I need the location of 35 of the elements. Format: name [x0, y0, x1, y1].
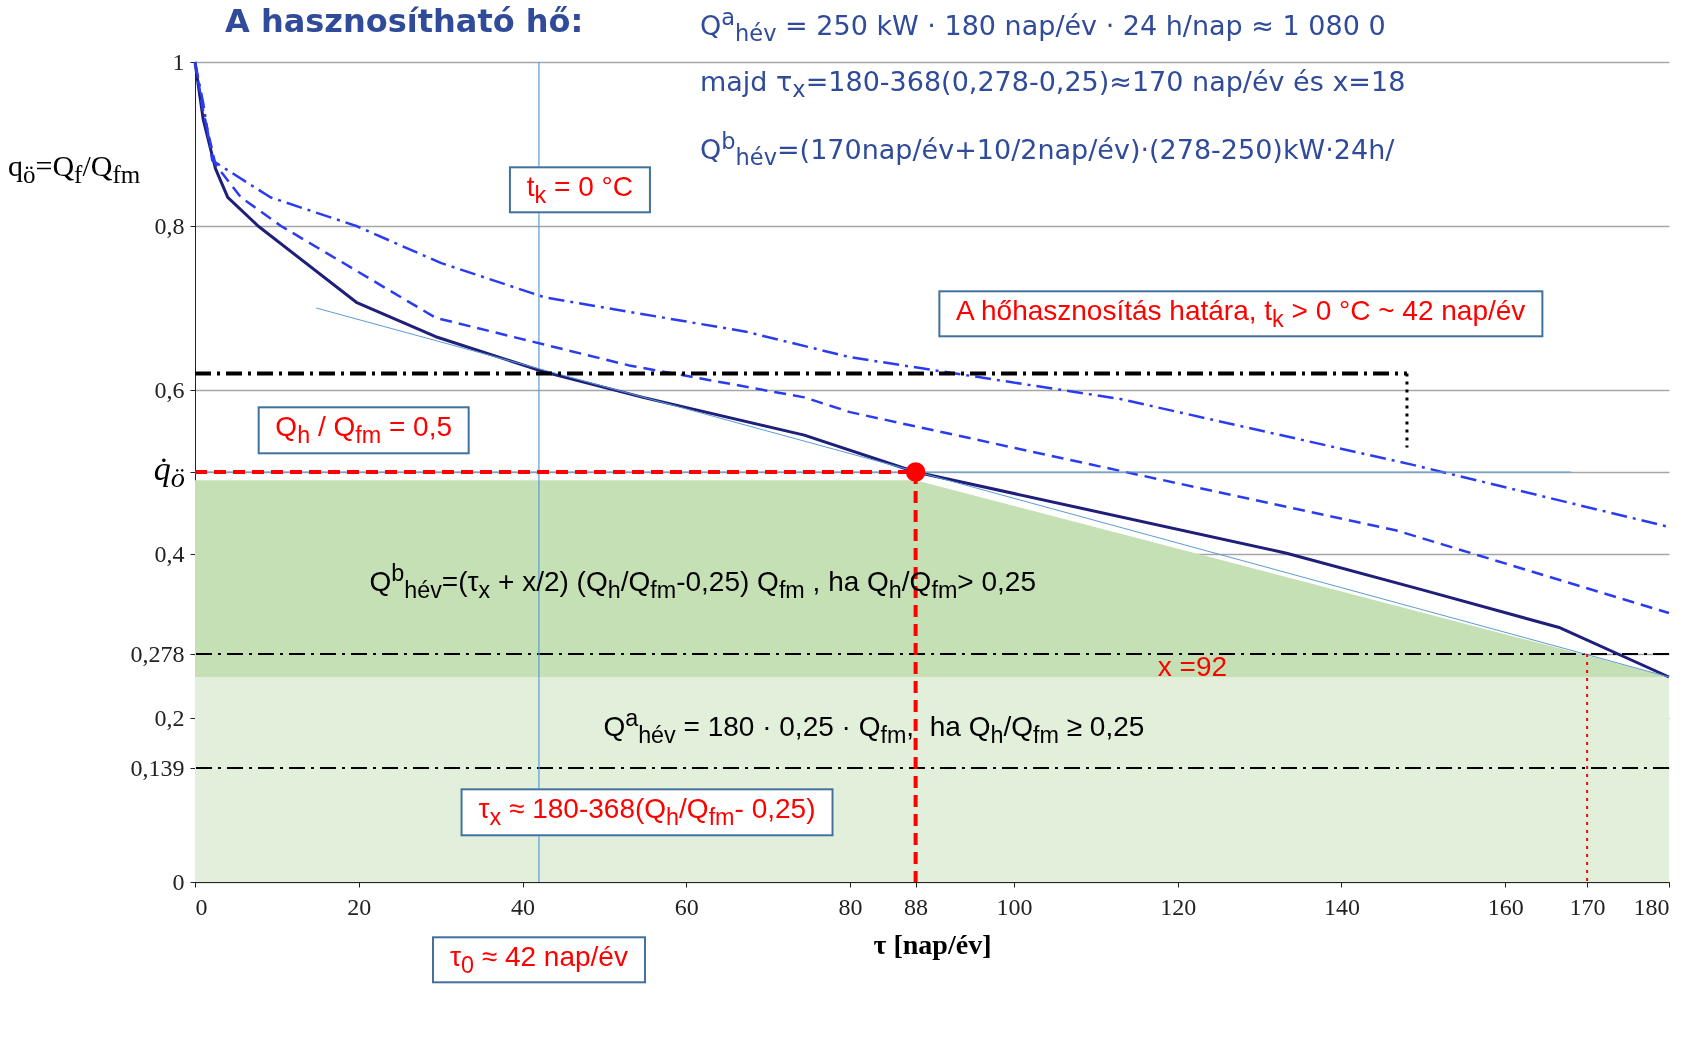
y-tick-label: 0,2 — [154, 704, 185, 731]
y-tick-label: 0,4 — [154, 540, 185, 567]
x-tick-label: 170 — [1569, 893, 1606, 920]
annotation: majd τ$_{x}$=180-368(0,278-0,25)≈170 nap/év és x=18 — [700, 66, 1406, 103]
chart-title: A hasznosítható hő: — [225, 2, 584, 40]
x-tick-label: 120 — [1160, 893, 1197, 920]
annotation: Q$_{h}$ / Q$_{fm}$ = 0,5 — [257, 406, 471, 454]
text: Q$^{a}$$_{hév}$ = 250 kW · 180 nap/év · 24 h/nap ≈ 1 080 0 — [700, 4, 1386, 47]
y-tick-label: 1 — [172, 48, 185, 75]
y-tick-label: 0,139 — [130, 754, 185, 781]
x-tick-label: 140 — [1323, 893, 1360, 920]
x-tick-label: 80 — [838, 893, 863, 920]
annotation: A hőhasznosítás határa, t$_{k}$ > 0 °C ~ 42 nap/év — [938, 290, 1544, 338]
x-tick-label: 160 — [1487, 893, 1524, 920]
x-tick-label: 100 — [996, 893, 1033, 920]
y-tick-label: q̇$_{ö}$ — [153, 449, 185, 495]
text: Q$^{a}$$_{hév}$ = 180 · 0,25 · Q$_{fm}$, ha Q$_{h}$/Q$_{fm}$ ≥ 0,25 — [603, 705, 1145, 749]
x-axis-title: τ [nap/év] — [873, 928, 992, 960]
y-tick-label: 0,278 — [130, 640, 185, 667]
text: Q$^{b}$$_{hév}$=(τ$_{x}$ + x/2) (Q$_{h}$/Q$_{fm}$-0,25) Q$_{fm}$ , ha Q$_{h}$/Q$_{fm}$> 0,25 — [369, 560, 1036, 603]
x-tick-label: 20 — [347, 893, 372, 920]
y-tick-label: 0,6 — [154, 376, 185, 403]
text: τ$_{0}$ ≈ 42 nap/év — [431, 936, 646, 984]
x-tick-label: 0 — [195, 893, 208, 920]
annotation: t$_{k}$ = 0 °C — [508, 166, 651, 214]
x-tick-label: 40 — [511, 893, 536, 920]
annotation: Q$^{b}$$_{hév}$=(170nap/év+10/2nap/év)·(278-250)kW·24h/ — [700, 128, 1395, 171]
annotation: x =92 — [1157, 651, 1228, 684]
y-axis-title: q$_{ö}$=Q$_{f}$/Q$_{fm}$ — [8, 148, 141, 189]
y-tick-label: 0 — [172, 868, 185, 895]
x-tick-label: 60 — [674, 893, 699, 920]
y-tick-label: 0,8 — [154, 212, 185, 239]
x-tick-label: 88 — [904, 893, 929, 920]
annotation: τ$_{x}$ ≈ 180-368(Q$_{h}$/Q$_{fm}$- 0,25) — [460, 788, 834, 836]
x-tick-label: 180 — [1633, 893, 1670, 920]
